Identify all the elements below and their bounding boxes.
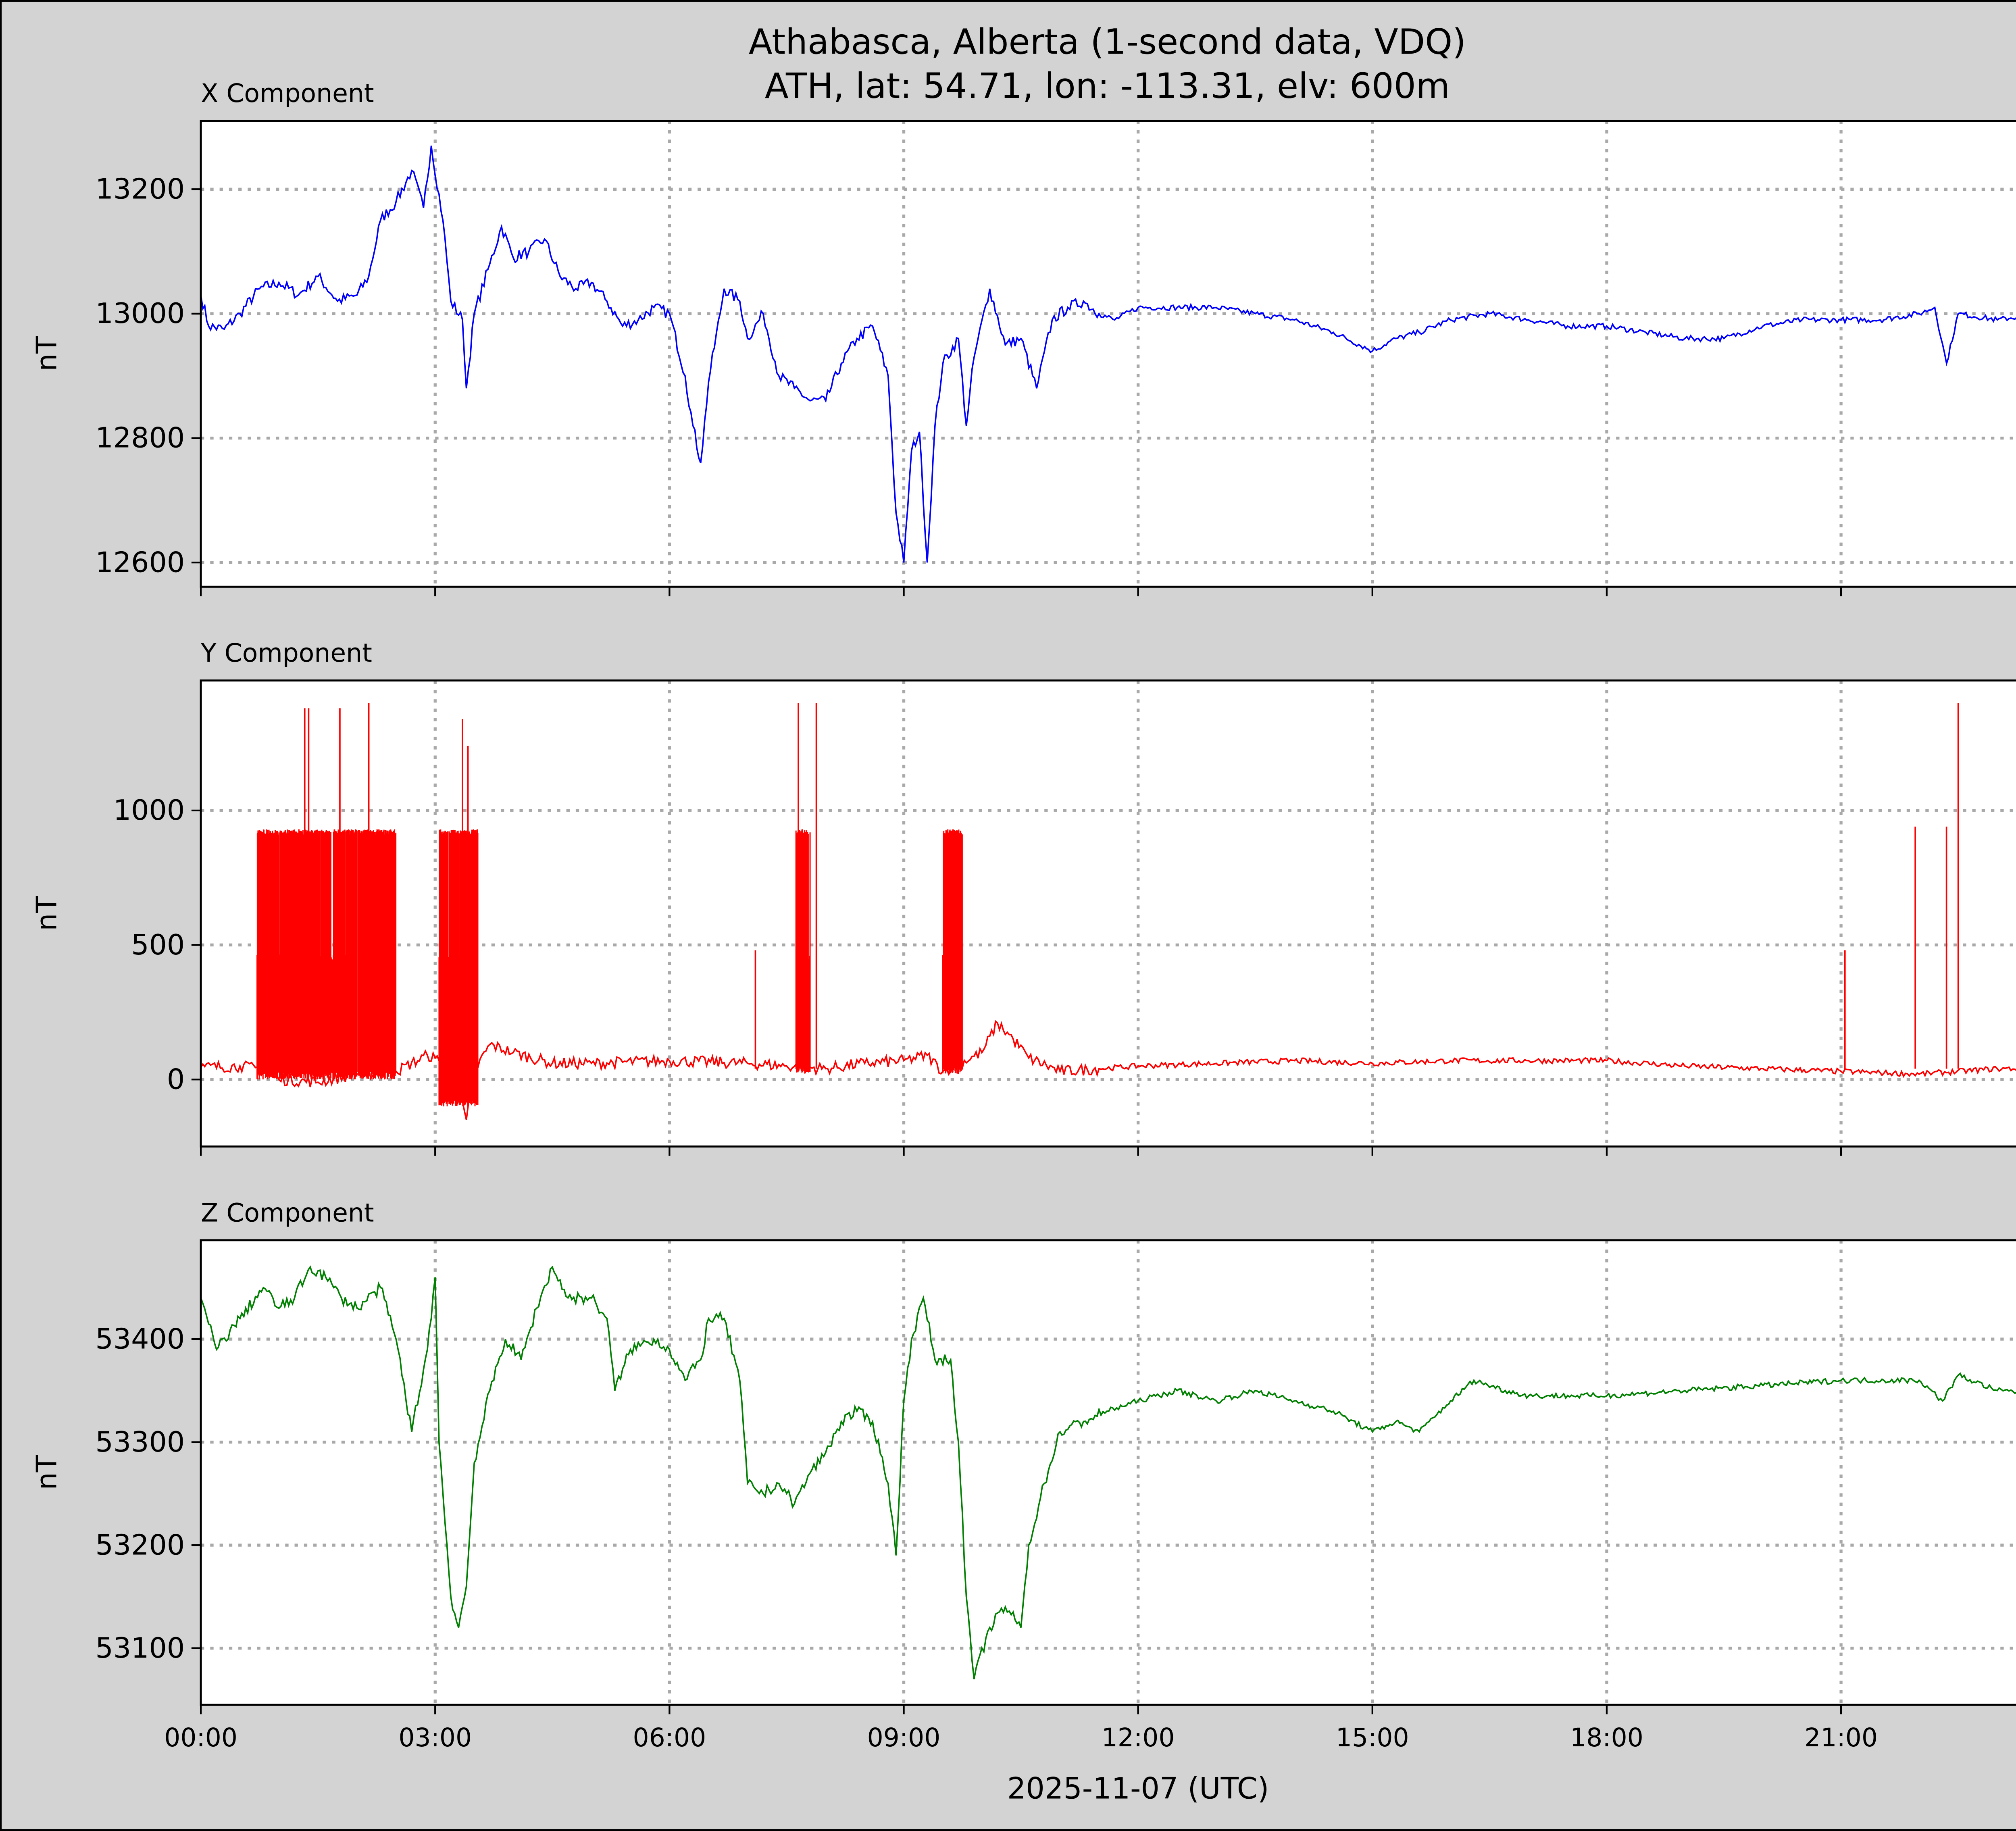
y-axis-label: nT [30, 1455, 63, 1490]
y-tick-label: 53200 [95, 1529, 185, 1561]
x-axis-label: 2025-11-07 (UTC) [1007, 1772, 1269, 1806]
y-axis-label: nT [30, 896, 63, 931]
plot-frame [200, 1239, 2016, 1706]
series-group [201, 703, 2016, 1120]
x-tick-label: 18:00 [1570, 1723, 1643, 1752]
x-tick-label: 00:00 [164, 1723, 237, 1752]
y-tick-label: 53100 [95, 1632, 185, 1664]
x-tick-label: 09:00 [867, 1723, 941, 1752]
chart-title-line1: Athabasca, Alberta (1-second data, VDQ) [749, 22, 1466, 62]
x-tick-label: 12:00 [1102, 1723, 1175, 1752]
y-tick-label: 13200 [95, 173, 185, 206]
x-tick-label: 03:00 [398, 1723, 472, 1752]
panel-title: Y Component [200, 638, 372, 668]
y-tick-label: 12800 [95, 422, 185, 454]
y-tick-label: 53300 [95, 1426, 185, 1458]
burst-mark [942, 829, 963, 1074]
series-line [201, 1020, 2016, 1120]
y-tick-label: 1000 [113, 794, 185, 827]
y-tick-label: 13000 [95, 297, 185, 330]
panel-x-component: 12600 12800 13000 13200 X Component nT [30, 78, 2016, 596]
burst-mark [438, 829, 479, 1106]
burst-mark [256, 829, 397, 1080]
panel-z-component: 00:00 03:00 06:00 09:00 12:00 15:00 18:00 21:00… [30, 1198, 2016, 1752]
chart-title-line2: ATH, lat: 54.71, lon: -113.31, elv: 600m [765, 66, 1450, 106]
y-tick-label: 12600 [95, 546, 185, 579]
y-tick-label: 0 [167, 1063, 185, 1096]
y-axis-label: nT [30, 336, 63, 371]
plot-area [201, 1240, 2016, 1705]
plot-area [201, 680, 2016, 1147]
series-line [201, 146, 2016, 563]
x-tick-label: 21:00 [1804, 1723, 1878, 1752]
y-tick-label: 500 [131, 929, 185, 961]
panel-title: X Component [201, 78, 374, 108]
panel-title: Z Component [201, 1198, 374, 1227]
series-group [201, 1265, 2016, 1679]
series-line [201, 1265, 2016, 1679]
plot-area [201, 121, 2016, 587]
x-tick-label: 15:00 [1336, 1723, 1409, 1752]
panel-y-component: 0 500 1000 Y Component nT [30, 638, 2016, 1156]
x-tick-label: 06:00 [633, 1723, 706, 1752]
series-group [201, 146, 2016, 563]
y-tick-label: 53400 [95, 1323, 185, 1355]
